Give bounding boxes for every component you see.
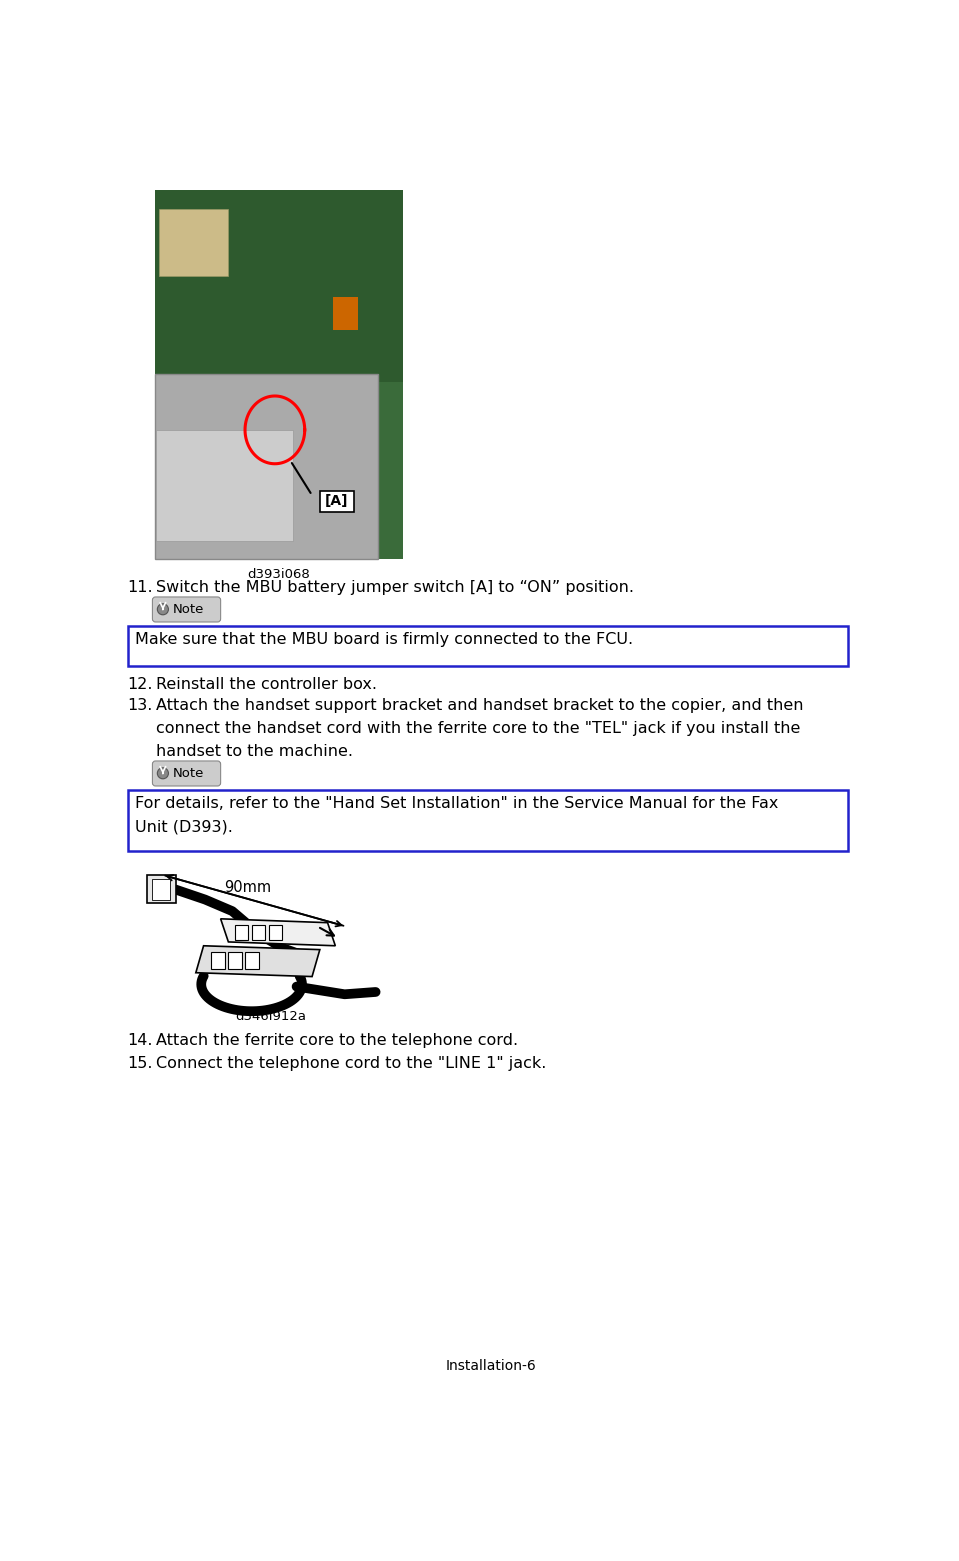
FancyBboxPatch shape [334, 297, 358, 329]
Circle shape [158, 770, 167, 777]
Polygon shape [152, 879, 171, 899]
Polygon shape [251, 926, 265, 940]
Text: Installation-6: Installation-6 [446, 1360, 537, 1374]
FancyBboxPatch shape [128, 626, 849, 667]
Circle shape [157, 604, 169, 615]
FancyBboxPatch shape [158, 209, 228, 276]
Polygon shape [221, 919, 336, 946]
FancyBboxPatch shape [319, 490, 354, 512]
Text: 13.: 13. [128, 698, 153, 713]
Text: 14.: 14. [128, 1033, 153, 1047]
Polygon shape [211, 952, 224, 969]
FancyBboxPatch shape [152, 596, 221, 621]
Text: 11.: 11. [128, 581, 153, 595]
Text: [A]: [A] [325, 495, 349, 509]
Text: Unit (D393).: Unit (D393). [134, 820, 232, 835]
Polygon shape [235, 926, 247, 940]
FancyBboxPatch shape [156, 429, 292, 540]
Text: handset to the machine.: handset to the machine. [155, 745, 353, 759]
Polygon shape [196, 946, 319, 977]
Text: Reinstall the controller box.: Reinstall the controller box. [155, 677, 377, 692]
FancyBboxPatch shape [152, 760, 221, 787]
Text: Make sure that the MBU board is firmly connected to the FCU.: Make sure that the MBU board is firmly c… [134, 632, 633, 646]
Polygon shape [269, 926, 282, 940]
FancyBboxPatch shape [154, 189, 403, 559]
Polygon shape [147, 874, 175, 904]
Circle shape [157, 768, 169, 779]
Text: Note: Note [173, 603, 204, 615]
Text: d346i912a: d346i912a [236, 1010, 307, 1022]
Text: Switch the MBU battery jumper switch [A] to “ON” position.: Switch the MBU battery jumper switch [A]… [155, 581, 634, 595]
Text: d393i068: d393i068 [247, 568, 310, 581]
FancyBboxPatch shape [154, 375, 378, 559]
Text: Attach the ferrite core to the telephone cord.: Attach the ferrite core to the telephone… [155, 1033, 518, 1047]
FancyBboxPatch shape [154, 189, 403, 382]
Text: For details, refer to the "Hand Set Installation" in the Service Manual for the : For details, refer to the "Hand Set Inst… [134, 796, 778, 810]
Text: Note: Note [173, 766, 204, 780]
Text: connect the handset cord with the ferrite core to the "TEL" jack if you install : connect the handset cord with the ferrit… [155, 721, 800, 735]
FancyBboxPatch shape [128, 790, 849, 851]
Polygon shape [246, 952, 259, 969]
Text: Attach the handset support bracket and handset bracket to the copier, and then: Attach the handset support bracket and h… [155, 698, 803, 713]
Text: 90mm: 90mm [224, 880, 271, 896]
Polygon shape [228, 952, 242, 969]
Text: Connect the telephone cord to the "LINE 1" jack.: Connect the telephone cord to the "LINE … [155, 1055, 546, 1071]
Circle shape [158, 606, 167, 613]
Text: 12.: 12. [128, 677, 153, 692]
Text: 15.: 15. [128, 1055, 153, 1071]
